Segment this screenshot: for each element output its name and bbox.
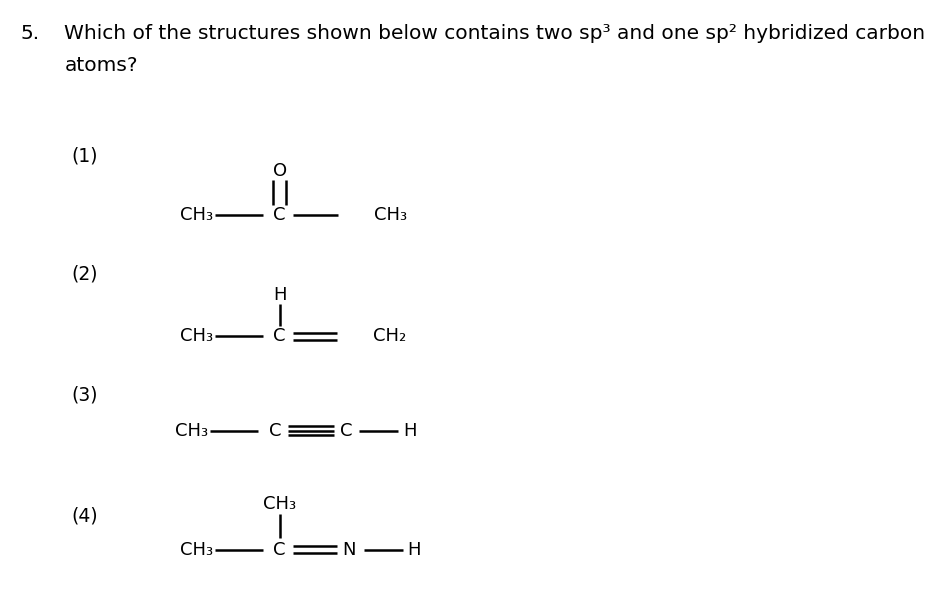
Text: CH₃: CH₃: [264, 495, 296, 513]
Text: CH₃: CH₃: [180, 206, 213, 224]
Text: CH₃: CH₃: [180, 327, 213, 345]
Text: C: C: [273, 327, 286, 345]
Text: (4): (4): [71, 507, 98, 526]
Text: CH₃: CH₃: [180, 541, 213, 559]
Text: H: H: [403, 422, 416, 440]
Text: C: C: [273, 541, 286, 559]
Text: H: H: [408, 541, 421, 559]
Text: (3): (3): [71, 386, 98, 405]
Text: O: O: [273, 162, 286, 180]
Text: Which of the structures shown below contains two sp³ and one sp² hybridized carb: Which of the structures shown below cont…: [64, 24, 925, 42]
Text: CH₃: CH₃: [175, 422, 209, 440]
Text: CH₃: CH₃: [374, 206, 408, 224]
Text: 5.: 5.: [21, 24, 40, 42]
Text: C: C: [273, 206, 286, 224]
Text: N: N: [342, 541, 356, 559]
Text: C: C: [339, 422, 353, 440]
Text: H: H: [273, 286, 286, 304]
Text: CH₂: CH₂: [373, 327, 406, 345]
Text: (2): (2): [71, 265, 98, 284]
Text: C: C: [268, 422, 282, 440]
Text: (1): (1): [71, 147, 98, 166]
Text: atoms?: atoms?: [64, 56, 138, 75]
